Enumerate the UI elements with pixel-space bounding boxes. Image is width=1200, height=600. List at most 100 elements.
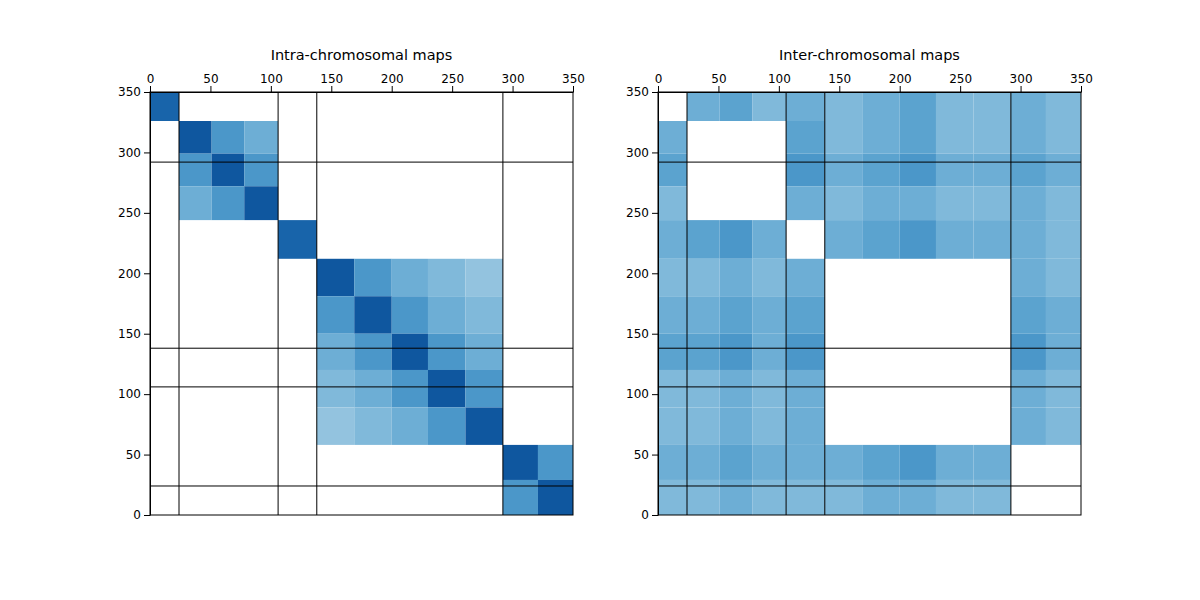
tick: 0	[147, 72, 155, 92]
tick-label: 0	[133, 508, 141, 522]
heatmap-cell	[179, 121, 212, 154]
heatmap-cell	[752, 220, 786, 259]
tick-mark	[900, 86, 901, 92]
heatmap-cell	[212, 154, 245, 187]
boundary-line	[658, 485, 1081, 486]
tick-mark	[573, 86, 574, 92]
heatmap-cell	[354, 259, 391, 296]
tick-label: 350	[118, 85, 141, 99]
heatmap-cell	[317, 259, 354, 296]
heatmap-cell	[936, 92, 973, 121]
tick: 100	[768, 72, 791, 92]
heatmap-cell	[687, 445, 720, 480]
heatmap-cell	[900, 121, 936, 154]
tick: 250	[118, 206, 150, 220]
tick-label: 150	[320, 72, 343, 86]
tick: 100	[626, 387, 658, 401]
heatmap-cell	[1011, 334, 1046, 370]
heatmap-cell	[687, 334, 720, 370]
boundary-line	[658, 386, 1081, 387]
heatmap-cell	[465, 334, 502, 370]
heatmap-cell	[936, 186, 973, 220]
heatmap-cell	[786, 154, 825, 187]
heatmap-cell	[825, 92, 862, 121]
heatmap-cell	[1011, 296, 1046, 333]
chart-title: Intra-chromosomal maps	[271, 47, 453, 63]
tick-mark	[839, 86, 840, 92]
tick: 0	[133, 508, 150, 522]
heatmap-cell	[862, 121, 899, 154]
heatmap-cell	[658, 154, 687, 187]
heatmap-cell	[720, 407, 753, 444]
heatmap-cell	[786, 445, 825, 480]
tick-mark	[271, 86, 272, 92]
tick: 50	[711, 72, 726, 92]
heatmap-cell	[936, 220, 973, 259]
heatmap-cell	[936, 121, 973, 154]
heatmap-cell	[392, 334, 428, 370]
heatmap-cell	[862, 220, 899, 259]
tick: 250	[949, 72, 972, 92]
heatmap-cell	[212, 121, 245, 154]
tick-label: 150	[626, 327, 649, 341]
heatmap-cell	[1046, 407, 1081, 444]
heatmap-cell	[720, 296, 753, 333]
heatmap-cell	[687, 220, 720, 259]
heatmap-cell	[862, 92, 899, 121]
tick-label: 250	[118, 206, 141, 220]
tick-mark	[652, 394, 658, 395]
heatmap-cell	[786, 296, 825, 333]
boundary-line	[502, 92, 503, 515]
tick-label: 100	[260, 72, 283, 86]
boundary-line	[150, 386, 573, 387]
tick-label: 350	[626, 85, 649, 99]
heatmap-cell	[354, 370, 391, 407]
tick-mark	[652, 92, 658, 93]
tick-label: 150	[118, 327, 141, 341]
y-axis: 050100150200250300350	[626, 85, 658, 522]
axis-line	[150, 93, 151, 516]
heatmap-cell	[720, 334, 753, 370]
tick-mark	[652, 334, 658, 335]
tick: 200	[626, 267, 658, 281]
heatmap-cell	[317, 296, 354, 333]
heatmap-cell	[786, 407, 825, 444]
tick-label: 100	[118, 387, 141, 401]
tick-label: 250	[626, 206, 649, 220]
heatmap-cell	[973, 92, 1010, 121]
tick: 300	[1010, 72, 1033, 92]
axis-line	[658, 93, 659, 516]
figure: 0 50 100 150 200 250 300 350 0 50 100 150 200 250 300 3…	[0, 0, 1200, 600]
tick-label: 100	[768, 72, 791, 86]
y-axis: 050100150200250300350	[118, 85, 150, 522]
heatmap-cell	[1011, 186, 1046, 220]
heatmap-cell	[658, 186, 687, 220]
tick-label: 50	[126, 448, 141, 462]
heatmap-cell	[752, 296, 786, 333]
tick: 150	[320, 72, 343, 92]
heatmap-cell	[825, 445, 862, 480]
tick-mark	[1021, 86, 1022, 92]
heatmap-cell	[1046, 296, 1081, 333]
tick: 100	[260, 72, 283, 92]
tick-label: 200	[118, 267, 141, 281]
tick-label: 50	[711, 72, 726, 86]
tick-mark	[331, 86, 332, 92]
tick-mark	[144, 92, 150, 93]
axis-line	[659, 92, 1082, 93]
tick: 300	[502, 72, 525, 92]
heatmap-cell	[1011, 220, 1046, 259]
heatmap-cell	[1011, 407, 1046, 444]
heatmap-cell	[1011, 121, 1046, 154]
heatmap-cell	[752, 259, 786, 296]
heatmap-cell	[465, 296, 502, 333]
heatmap-cell	[354, 334, 391, 370]
boundary-line	[150, 348, 573, 349]
tick-label: 150	[828, 72, 851, 86]
boundary-line	[179, 92, 180, 515]
tick: 350	[626, 85, 658, 99]
heatmap-cell	[392, 296, 428, 333]
heatmap-cell	[752, 445, 786, 480]
tick-mark	[652, 455, 658, 456]
heatmap-cell	[862, 186, 899, 220]
